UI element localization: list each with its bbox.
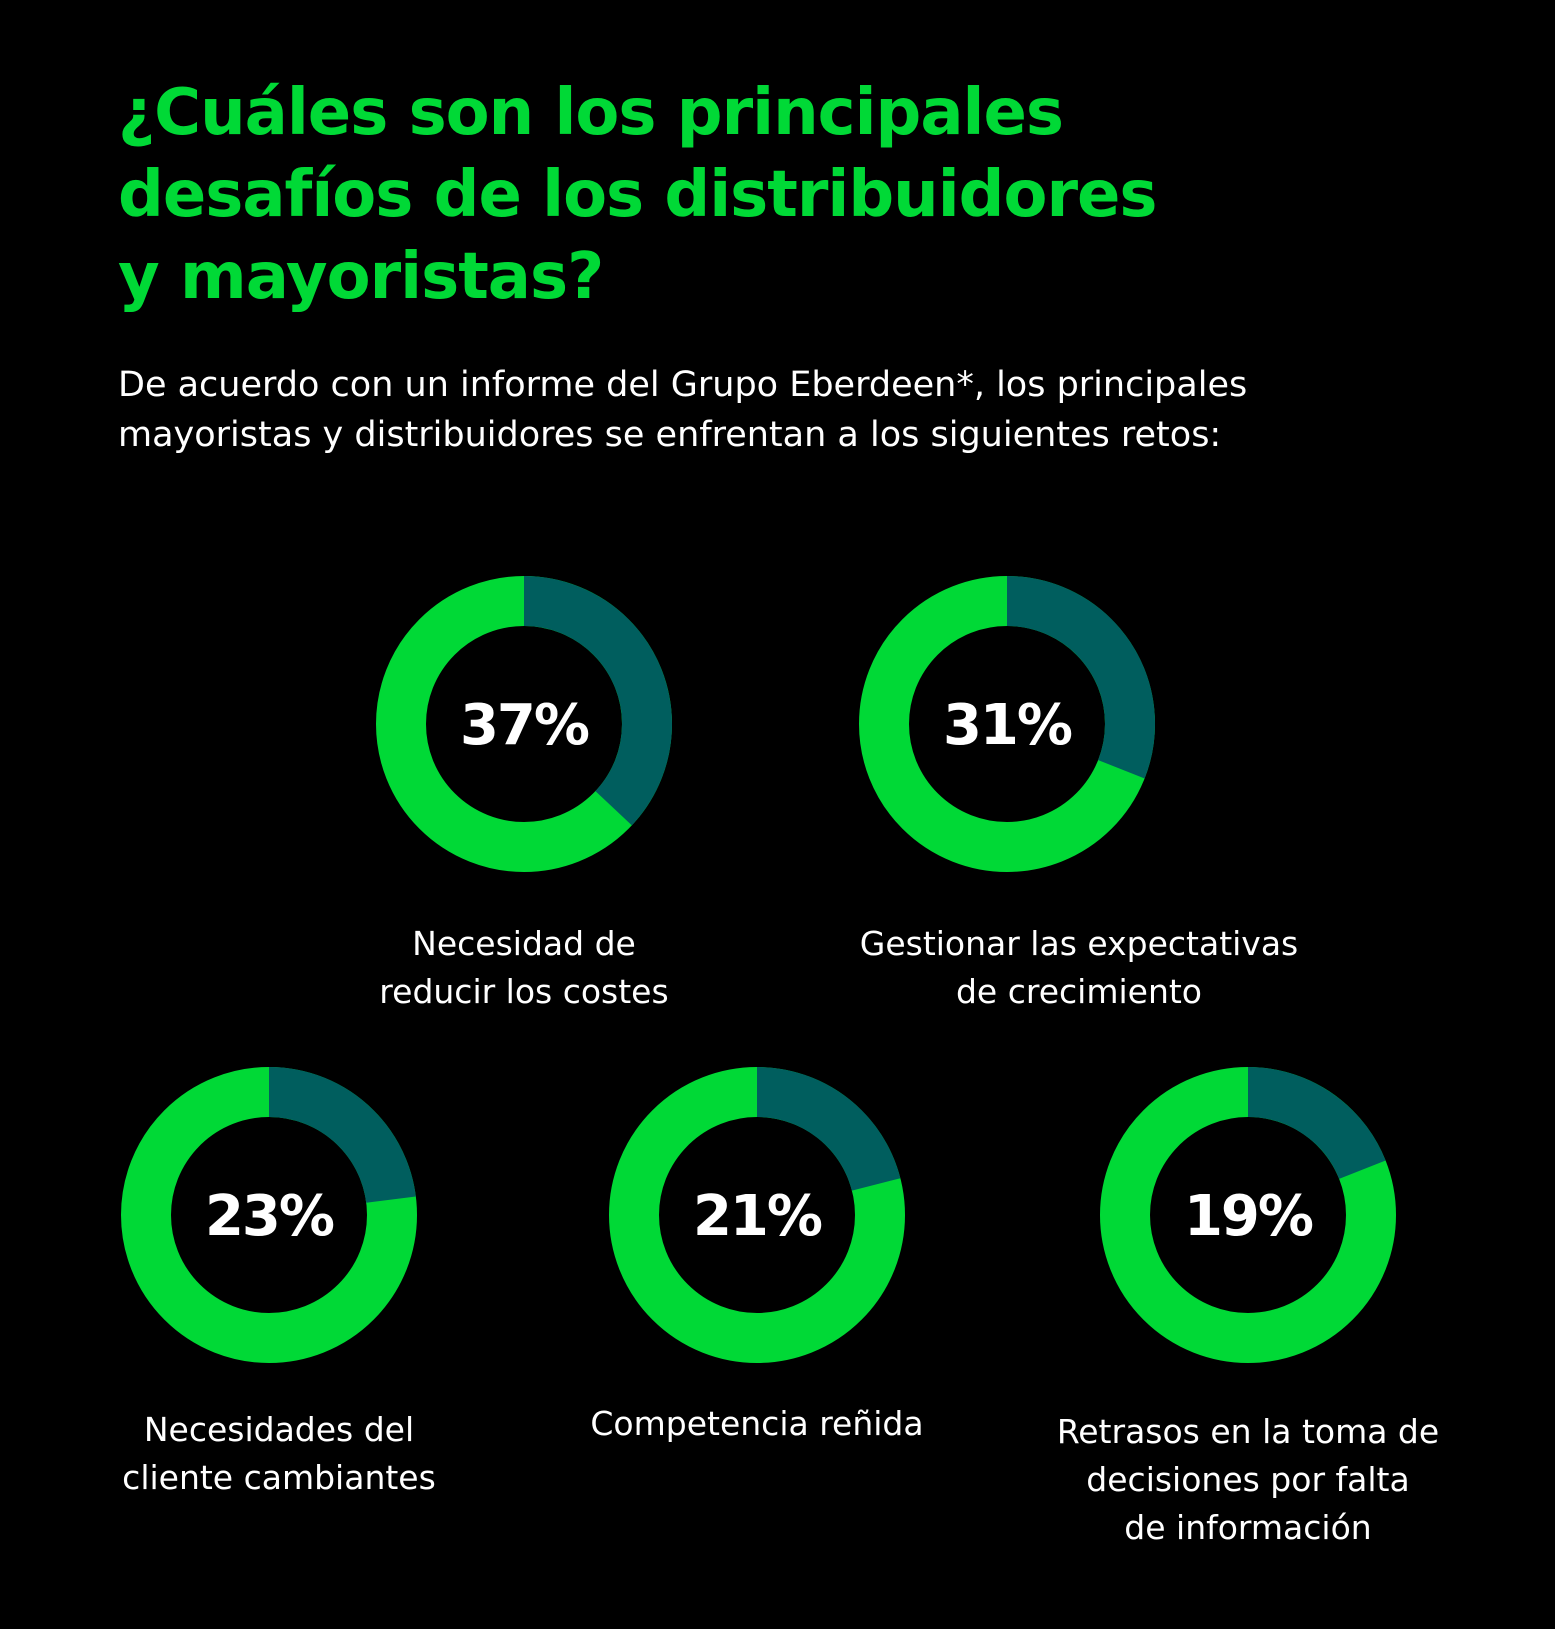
donut-svg: 23%	[121, 1067, 417, 1363]
donut-value-arc	[1006, 576, 1155, 779]
donut-value-arc	[268, 1067, 416, 1204]
donut-value-label: 31%	[943, 693, 1072, 758]
donut-category-label-line: Competencia reñida	[590, 1404, 924, 1443]
donut-category-label-line: decisiones por falta	[1086, 1460, 1410, 1499]
donut-svg: 19%	[1100, 1067, 1396, 1363]
donut-chart: 31%	[857, 574, 1157, 874]
donut-chart: 23%	[119, 1065, 419, 1365]
donut-chart: 21%	[607, 1065, 907, 1365]
donut-category-label-line: Gestionar las expectativas	[859, 924, 1299, 963]
donut-category-label-line: de crecimiento	[955, 972, 1202, 1011]
donut-category-label-line: Necesidades del	[143, 1410, 415, 1449]
donut-category-label: Gestionar las expectativas de crecimiento	[859, 920, 1299, 1016]
donut-value-label: 37%	[460, 693, 589, 758]
donut-category-label-line: Necesidad de	[412, 924, 636, 963]
donut-category-label: Necesidad de reducir los costes	[304, 920, 744, 1016]
subtitle-line: mayoristas y distribuidores se enfrentan…	[118, 415, 1222, 455]
page-title: ¿Cuáles son los principales desafíos de …	[118, 72, 1157, 318]
page-subtitle: De acuerdo con un informe del Grupo Eber…	[118, 360, 1247, 460]
donut-value-label: 21%	[693, 1184, 822, 1249]
donut-value-label: 19%	[1184, 1184, 1313, 1249]
donut-category-label-line: cliente cambiantes	[122, 1458, 436, 1497]
donut-chart: 19%	[1098, 1065, 1398, 1365]
title-line: ¿Cuáles son los principales	[118, 76, 1064, 150]
donut-value-arc	[756, 1067, 901, 1192]
donut-category-label-line: Retrasos en la toma de	[1056, 1412, 1440, 1451]
donut-category-label: Retrasos en la toma de decisiones por fal…	[1028, 1408, 1468, 1552]
donut-category-label: Necesidades del cliente cambiantes	[59, 1406, 499, 1502]
donut-category-label-line: reducir los costes	[379, 972, 669, 1011]
donut-value-arc	[1247, 1067, 1386, 1180]
donut-category-label-line: de información	[1124, 1508, 1372, 1547]
donut-category-label: Competencia reñida	[537, 1400, 977, 1448]
title-line: desafíos de los distribuidores	[118, 158, 1157, 232]
donut-chart: 37%	[374, 574, 674, 874]
donut-svg: 31%	[859, 576, 1155, 872]
donut-value-arc	[523, 576, 672, 826]
donut-svg: 21%	[609, 1067, 905, 1363]
donut-value-label: 23%	[205, 1184, 334, 1249]
subtitle-line: De acuerdo con un informe del Grupo Eber…	[118, 365, 1248, 405]
donut-svg: 37%	[376, 576, 672, 872]
title-line: y mayoristas?	[118, 240, 604, 314]
